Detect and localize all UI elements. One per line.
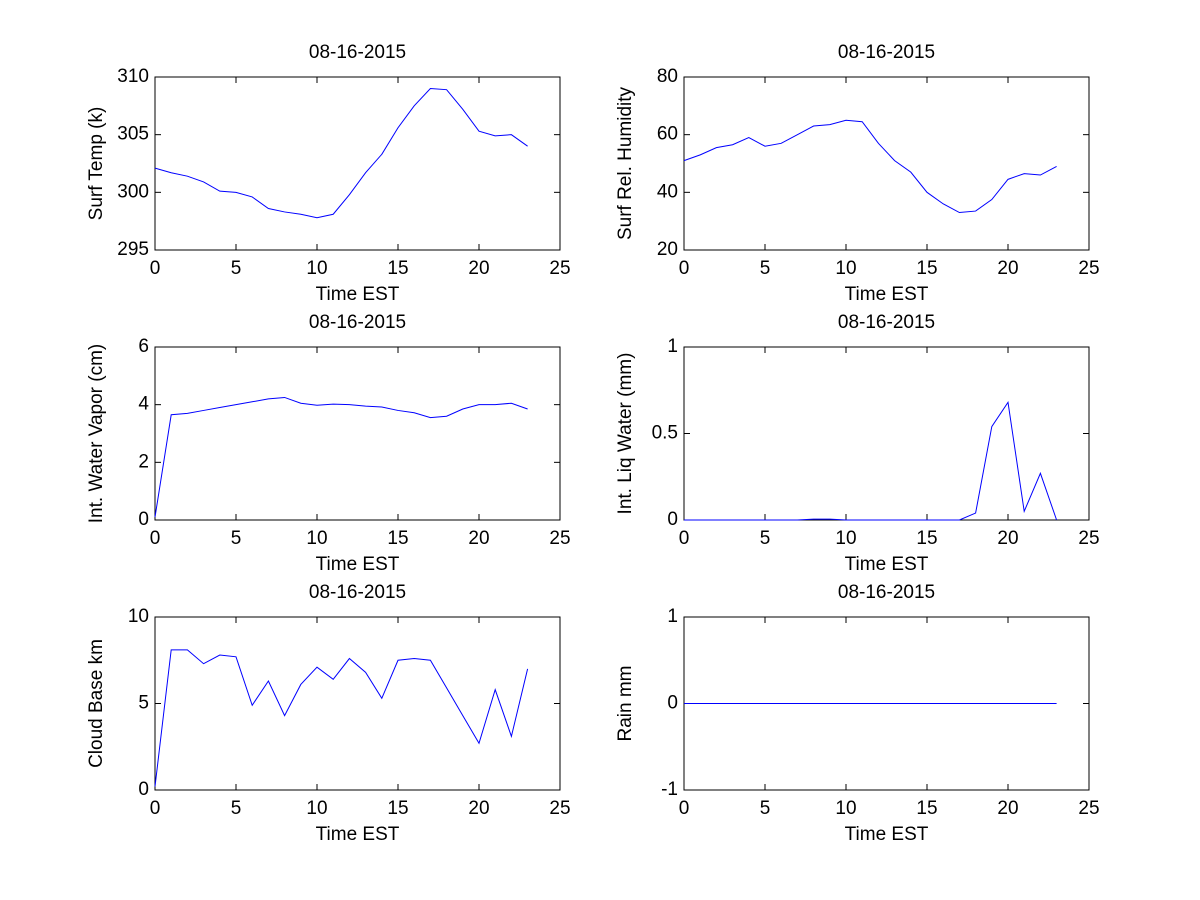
x-tick-label: 20 bbox=[997, 258, 1018, 279]
y-tick-label: 40 bbox=[657, 181, 678, 202]
data-line bbox=[684, 401, 1058, 521]
x-tick-label: 10 bbox=[835, 528, 856, 549]
y-tick-label: 0 bbox=[667, 509, 678, 530]
x-tick-label: 10 bbox=[306, 258, 327, 279]
y-tick-label: 0 bbox=[138, 509, 149, 530]
y-tick-label: 80 bbox=[657, 66, 678, 87]
x-tick-label: 0 bbox=[679, 258, 690, 279]
chart-title: 08-16-2015 bbox=[309, 312, 406, 333]
x-tick-label: 5 bbox=[231, 258, 242, 279]
data-line bbox=[154, 396, 528, 518]
x-tick-label: 5 bbox=[231, 798, 242, 819]
data-line bbox=[154, 88, 528, 219]
x-axis-label: Time EST bbox=[845, 554, 929, 575]
axes-frame bbox=[154, 346, 561, 521]
x-tick-label: 0 bbox=[679, 798, 690, 819]
axes-frame bbox=[154, 76, 561, 251]
y-tick-label: 1 bbox=[667, 606, 678, 627]
y-tick-label: 305 bbox=[117, 124, 149, 145]
data-line bbox=[154, 649, 529, 787]
x-tick-label: 10 bbox=[306, 528, 327, 549]
x-tick-label: 20 bbox=[468, 258, 489, 279]
x-tick-label: 0 bbox=[150, 528, 161, 549]
x-tick-label: 5 bbox=[760, 528, 771, 549]
x-tick-label: 25 bbox=[549, 258, 570, 279]
x-tick-label: 25 bbox=[549, 798, 570, 819]
x-tick-label: 25 bbox=[549, 528, 570, 549]
y-tick-label: 295 bbox=[117, 239, 149, 260]
data-line bbox=[683, 119, 1057, 214]
y-tick-label: 0 bbox=[667, 693, 678, 714]
chart-title: 08-16-2015 bbox=[838, 312, 935, 333]
x-tick-label: 15 bbox=[916, 258, 937, 279]
y-tick-label: 4 bbox=[138, 394, 149, 415]
y-axis-label: Cloud Base km bbox=[86, 639, 107, 768]
y-axis-label: Int. Liq Water (mm) bbox=[615, 353, 636, 515]
y-tick-label: 20 bbox=[657, 239, 678, 260]
x-tick-label: 0 bbox=[679, 528, 690, 549]
y-tick-label: 5 bbox=[138, 693, 149, 714]
chart-title: 08-16-2015 bbox=[838, 42, 935, 63]
x-tick-label: 0 bbox=[150, 258, 161, 279]
x-tick-label: 15 bbox=[387, 798, 408, 819]
x-axis-label: Time EST bbox=[845, 824, 929, 845]
x-tick-label: 0 bbox=[150, 798, 161, 819]
x-tick-label: 15 bbox=[387, 528, 408, 549]
x-tick-label: 20 bbox=[997, 528, 1018, 549]
x-tick-label: 5 bbox=[231, 528, 242, 549]
x-tick-label: 15 bbox=[387, 258, 408, 279]
x-tick-label: 20 bbox=[468, 528, 489, 549]
y-tick-label: 10 bbox=[128, 606, 149, 627]
axes-frame bbox=[683, 76, 1090, 251]
chart-title: 08-16-2015 bbox=[309, 42, 406, 63]
y-axis-label: Int. Water Vapor (cm) bbox=[86, 344, 107, 523]
x-tick-label: 10 bbox=[306, 798, 327, 819]
x-tick-label: 25 bbox=[1078, 258, 1099, 279]
x-tick-label: 15 bbox=[916, 528, 937, 549]
y-tick-label: 2 bbox=[138, 451, 149, 472]
y-axis-label: Surf Temp (k) bbox=[86, 107, 107, 221]
x-tick-label: 25 bbox=[1078, 528, 1099, 549]
y-tick-label: 0 bbox=[138, 779, 149, 800]
x-tick-label: 15 bbox=[916, 798, 937, 819]
x-axis-label: Time EST bbox=[316, 824, 400, 845]
y-tick-label: 300 bbox=[117, 181, 149, 202]
y-tick-label: 1 bbox=[667, 336, 678, 357]
x-tick-label: 10 bbox=[835, 258, 856, 279]
x-tick-label: 25 bbox=[1078, 798, 1099, 819]
y-axis-label: Surf Rel. Humidity bbox=[615, 86, 636, 240]
y-tick-label: -1 bbox=[661, 779, 678, 800]
x-tick-label: 5 bbox=[760, 798, 771, 819]
chart-title: 08-16-2015 bbox=[309, 582, 406, 603]
axes-frame bbox=[683, 346, 1090, 521]
axes-frame bbox=[154, 616, 561, 791]
x-axis-label: Time EST bbox=[845, 284, 929, 305]
y-tick-label: 310 bbox=[117, 66, 149, 87]
x-axis-label: Time EST bbox=[316, 554, 400, 575]
x-tick-label: 10 bbox=[835, 798, 856, 819]
x-tick-label: 20 bbox=[468, 798, 489, 819]
y-tick-label: 6 bbox=[138, 336, 149, 357]
x-tick-label: 5 bbox=[760, 258, 771, 279]
x-tick-label: 20 bbox=[997, 798, 1018, 819]
y-axis-label: Rain mm bbox=[615, 665, 636, 741]
chart-title: 08-16-2015 bbox=[838, 582, 935, 603]
y-tick-label: 60 bbox=[657, 124, 678, 145]
y-tick-label: 0.5 bbox=[652, 423, 678, 444]
x-axis-label: Time EST bbox=[316, 284, 400, 305]
